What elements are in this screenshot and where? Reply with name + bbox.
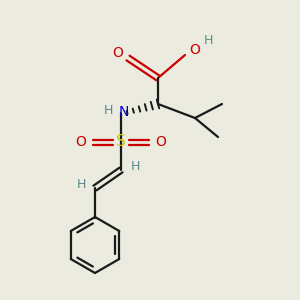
Text: N: N <box>119 105 129 119</box>
Text: H: H <box>203 34 213 47</box>
Text: O: O <box>156 135 167 149</box>
Text: O: O <box>190 43 200 57</box>
Text: O: O <box>76 135 86 149</box>
Text: O: O <box>112 46 123 60</box>
Text: H: H <box>103 103 113 116</box>
Text: H: H <box>130 160 140 172</box>
Text: H: H <box>76 178 86 190</box>
Text: S: S <box>116 134 126 149</box>
